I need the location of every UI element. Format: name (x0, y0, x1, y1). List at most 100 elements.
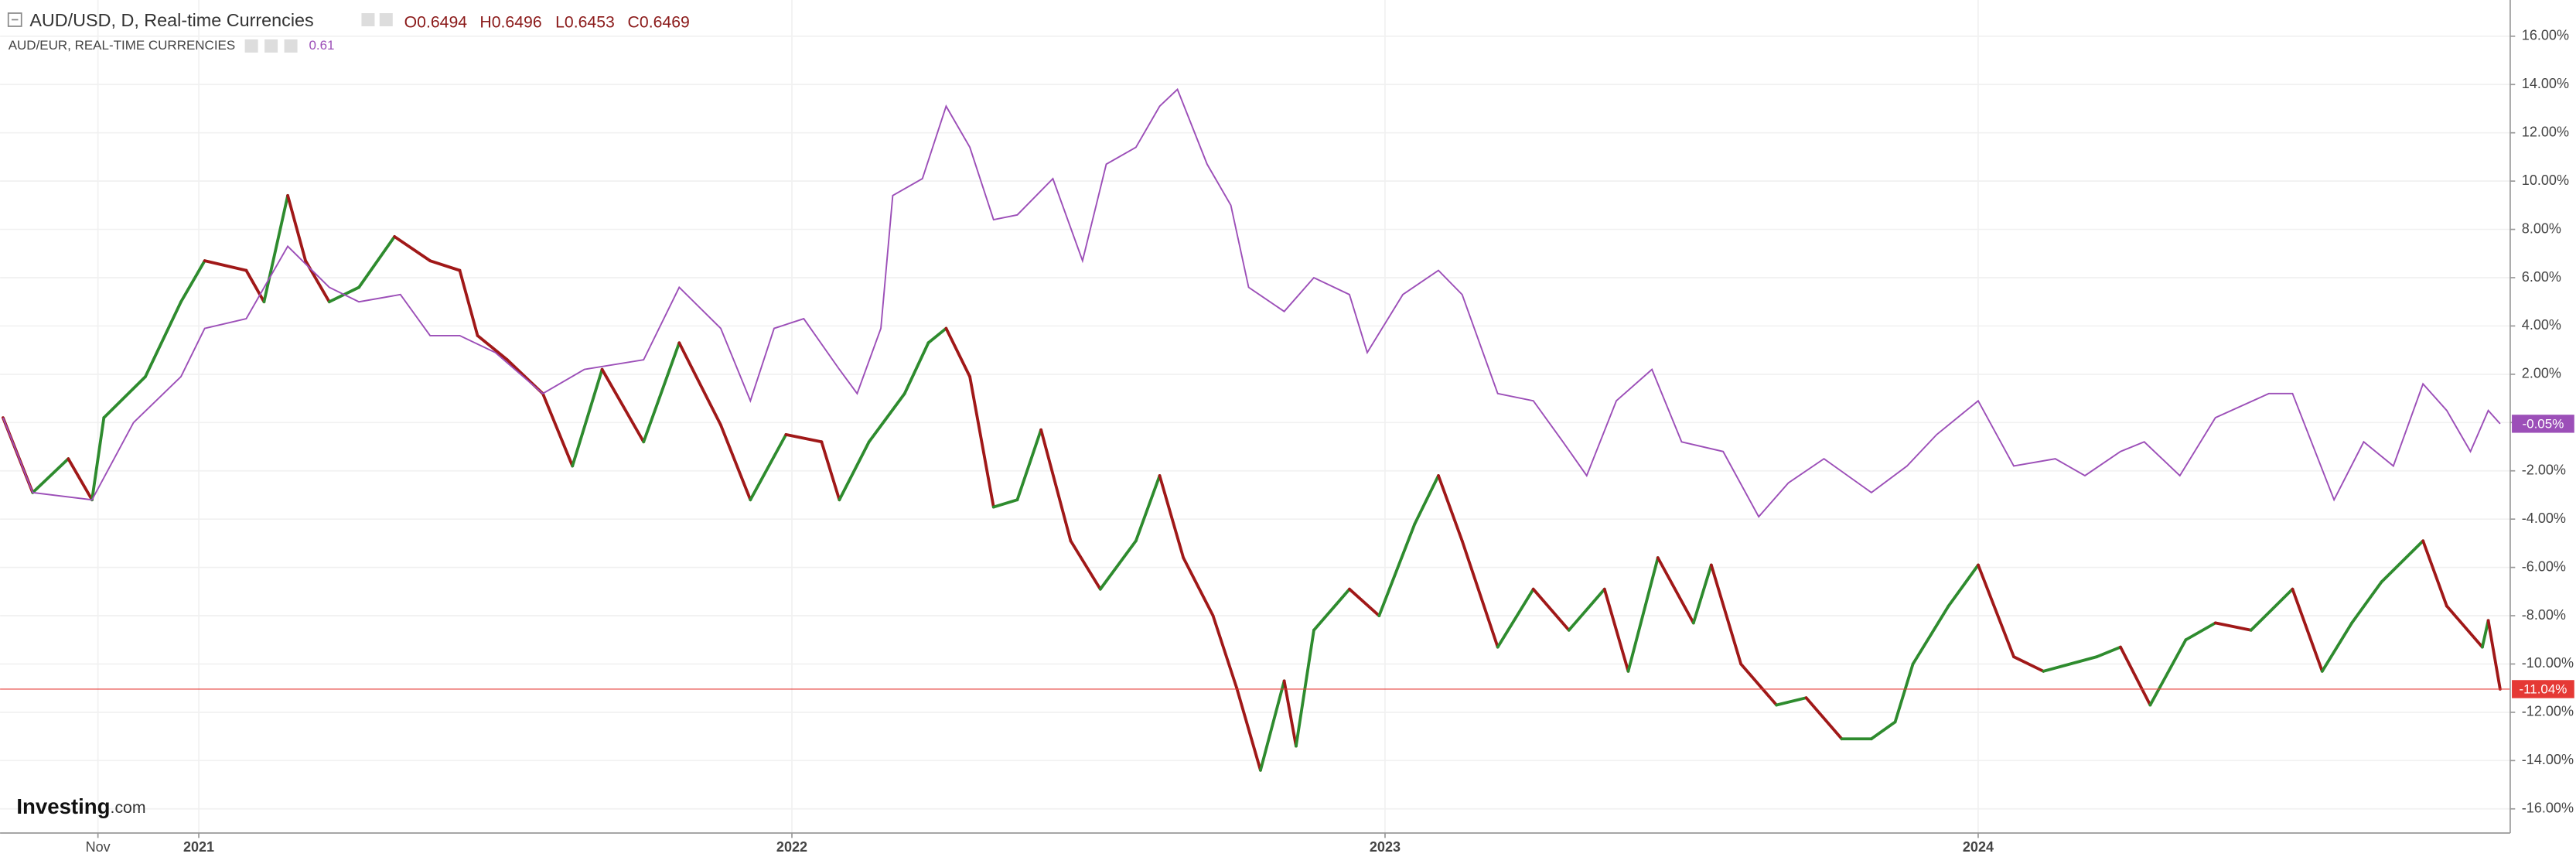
logo-brand: Investing (16, 794, 110, 818)
price-segment (1282, 679, 1298, 748)
price-segment (719, 423, 752, 502)
price-segment (1413, 474, 1440, 526)
compare-value: 0.61 (309, 38, 334, 53)
x-tick-label: 2021 (183, 839, 214, 855)
logo: Investing.com (16, 794, 145, 818)
settings-icon[interactable] (379, 12, 393, 26)
price-segment (991, 498, 1019, 509)
price-segment (357, 235, 397, 289)
last-value-box (2512, 680, 2574, 698)
last-value-label: -0.05% (2523, 416, 2564, 431)
price-segment (1158, 474, 1186, 560)
price-segment (600, 367, 646, 444)
price-segment (1709, 563, 1743, 666)
x-tick-label: 2023 (1370, 839, 1401, 855)
price-segment (677, 341, 722, 427)
price-segment (926, 326, 948, 345)
price-segment (1235, 686, 1262, 772)
ohlc-close: C0.6469 (628, 12, 690, 31)
price-segment (1295, 628, 1315, 748)
price-segment (1804, 696, 1844, 741)
price-segment (838, 440, 871, 502)
x-tick-label: 2024 (1963, 839, 1994, 855)
price-segment (1211, 614, 1239, 690)
chart-title: AUD/USD, D, Real-time Currencies (29, 10, 313, 30)
price-segment (2421, 539, 2448, 608)
price-segment (820, 440, 841, 502)
y-tick-label: 6.00% (2522, 269, 2561, 285)
y-tick-label: -10.00% (2522, 655, 2574, 671)
price-segment (1775, 696, 1808, 707)
y-tick-label: 4.00% (2522, 317, 2561, 333)
price-segment (1259, 679, 1286, 772)
compare-close[interactable] (284, 39, 298, 53)
price-segment (1134, 474, 1162, 543)
price-segment (262, 193, 289, 304)
x-tick-label: Nov (86, 839, 111, 855)
price-segment (642, 341, 681, 444)
price-segment (102, 375, 147, 419)
ohlc-open: O0.6494 (404, 12, 468, 31)
price-segment (1182, 556, 1215, 617)
y-tick-label: 16.00% (2522, 28, 2569, 43)
price-segment (1039, 428, 1073, 543)
compare-icon[interactable] (264, 39, 278, 53)
price-segment (1739, 662, 1779, 707)
price-segment (203, 259, 248, 272)
price-segment (1626, 556, 1660, 673)
price-segment (2320, 621, 2354, 673)
price-segment (1947, 563, 1980, 608)
price-segment (2213, 621, 2253, 632)
ohlc-low: L0.6453 (555, 12, 615, 31)
settings-icon[interactable] (361, 12, 375, 26)
y-tick-label: 10.00% (2522, 172, 2569, 188)
price-segment (2148, 638, 2188, 707)
price-segment (1911, 604, 1950, 666)
price-segment (1015, 428, 1043, 502)
price-segment (1098, 539, 1138, 591)
price-segment (2012, 655, 2045, 673)
y-tick-label: -12.00% (2522, 704, 2574, 719)
price-segment (1377, 522, 1417, 617)
grid (0, 0, 2510, 833)
y-tick-label: -2.00% (2522, 462, 2566, 477)
price-segment (2291, 587, 2324, 673)
price-segment (541, 391, 575, 468)
price-segment (1460, 539, 1500, 649)
price-segment (393, 235, 432, 263)
price-segment (67, 457, 94, 502)
price-segment (1437, 474, 1464, 543)
price-segment (968, 375, 995, 509)
price-segment (1869, 720, 1897, 741)
price-segment (244, 268, 266, 304)
price-segment (2350, 580, 2383, 625)
price-segment (2480, 619, 2490, 649)
price-segment (1348, 587, 1381, 617)
y-tick-label: 8.00% (2522, 220, 2561, 236)
price-segment (1893, 662, 1915, 724)
y-tick-label: 2.00% (2522, 366, 2561, 381)
x-tick-label: 2022 (776, 839, 807, 855)
collapse-icon[interactable] (7, 12, 22, 27)
price-segment (1069, 539, 1102, 591)
price-segment (902, 341, 930, 395)
price-segment (2042, 655, 2099, 673)
compare-line (2, 87, 2501, 518)
price-segment (571, 367, 604, 468)
price-segment (1977, 563, 2015, 659)
price-segment (2119, 645, 2152, 707)
price-segment (1496, 587, 1535, 649)
price-segment (1602, 587, 1630, 673)
y-tick-label: -16.00% (2522, 801, 2574, 816)
price-segment (1656, 556, 1695, 625)
price-segment (1691, 563, 1713, 625)
plot-area (0, 87, 2510, 772)
y-tick-label: 12.00% (2522, 124, 2569, 139)
price-segment (90, 416, 106, 502)
last-value-label: -11.04% (2519, 681, 2567, 696)
compare-icon[interactable] (244, 39, 258, 53)
price-segment (2095, 645, 2122, 659)
compare-title: AUD/EUR, REAL-TIME CURRENCIES (9, 38, 236, 53)
